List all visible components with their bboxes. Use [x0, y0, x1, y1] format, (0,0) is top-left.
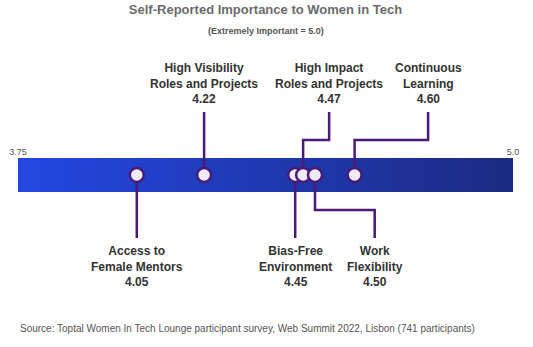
svg-text:Source: Toptal Women In Tech L: Source: Toptal Women In Tech Lounge part… [20, 323, 475, 334]
svg-text:High VisibilityRoles and Proje: High VisibilityRoles and Projects4.22 [150, 61, 258, 106]
svg-text:WorkFlexibility4.50: WorkFlexibility4.50 [347, 244, 403, 289]
svg-text:High ImpactRoles and Projects4: High ImpactRoles and Projects4.47 [275, 61, 383, 106]
svg-text:Self-Reported Importance to Wo: Self-Reported Importance to Women in Tec… [129, 2, 402, 17]
svg-text:Bias-FreeEnvironment4.45: Bias-FreeEnvironment4.45 [259, 244, 332, 289]
svg-text:Access toFemale Mentors4.05: Access toFemale Mentors4.05 [91, 244, 183, 289]
svg-text:3.75: 3.75 [9, 147, 27, 157]
svg-text:5.0: 5.0 [507, 147, 520, 157]
svg-text:(Extremely Important = 5.0): (Extremely Important = 5.0) [208, 26, 324, 36]
svg-text:ContinuousLearning4.60: ContinuousLearning4.60 [395, 61, 462, 106]
